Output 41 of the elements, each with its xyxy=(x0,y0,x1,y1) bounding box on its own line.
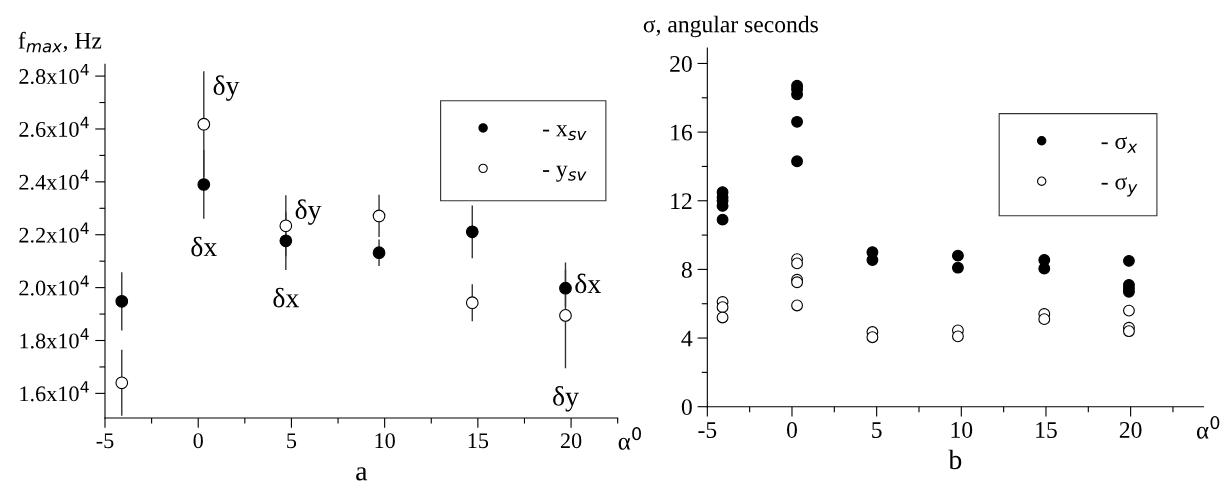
y-tick-label: 2.2x10$^{4}$ xyxy=(19,222,89,243)
x-tick-label: 5 xyxy=(872,422,882,438)
annotation: δy xyxy=(295,199,322,225)
x-tick-label: 0 xyxy=(193,433,203,449)
annotation: δx xyxy=(273,287,299,308)
x-axis-title: α$^{0}$ xyxy=(1196,415,1220,439)
annotation: δy xyxy=(213,75,240,101)
y-tick-label: 20 xyxy=(670,55,692,72)
x-tick-label: 20 xyxy=(560,433,582,449)
y-tick-label: 1.6x10$^{4}$ xyxy=(20,381,89,402)
x-tick-label: 15 xyxy=(1036,422,1057,438)
y-axis-title: σ, angular seconds xyxy=(643,15,818,38)
x-tick-label: 20 xyxy=(1119,421,1142,438)
legend-label: - σ$_{y}$ xyxy=(1101,177,1138,197)
x-tick-label: 10 xyxy=(951,421,973,438)
y-tick-label: 4 xyxy=(681,330,693,347)
x-axis-title: α$^{0}$ xyxy=(618,427,641,450)
y-tick-label: 0 xyxy=(681,399,692,416)
y-tick-label: 1.8x10$^{4}$ xyxy=(20,328,89,349)
x-tick-label: 15 xyxy=(468,433,489,449)
x-tick-label: -5 xyxy=(698,422,717,438)
y-tick-label: 2.4x10$^{4}$ xyxy=(19,169,89,190)
legend-label: - x$_{sv}$ xyxy=(543,125,587,141)
x-tick-label: -5 xyxy=(96,433,114,449)
y-tick-label: 12 xyxy=(671,193,692,209)
x-tick-label: 10 xyxy=(375,433,395,449)
y-tick-label: 16 xyxy=(671,124,693,141)
legend-label: - σ$_{x}$ xyxy=(1101,136,1138,153)
y-tick-label: 8 xyxy=(681,261,692,278)
text: b xyxy=(948,449,962,470)
y-axis-title: f$_{max}$, Hz xyxy=(18,31,102,53)
x-tick-label: 5 xyxy=(287,433,297,449)
y-tick-label: 2.0x10$^{4}$ xyxy=(19,275,89,296)
y-tick-label: 2.6x10$^{4}$ xyxy=(19,116,89,137)
annotation: δy xyxy=(553,386,579,412)
y-tick-label: 2.8x10$^{4}$ xyxy=(19,63,89,85)
x-tick-label: 0 xyxy=(786,421,797,438)
annotation: δx xyxy=(191,236,217,257)
legend-label: - y$_{sv}$ xyxy=(543,165,587,182)
annotation: δx xyxy=(575,273,601,294)
text: a xyxy=(356,467,368,481)
